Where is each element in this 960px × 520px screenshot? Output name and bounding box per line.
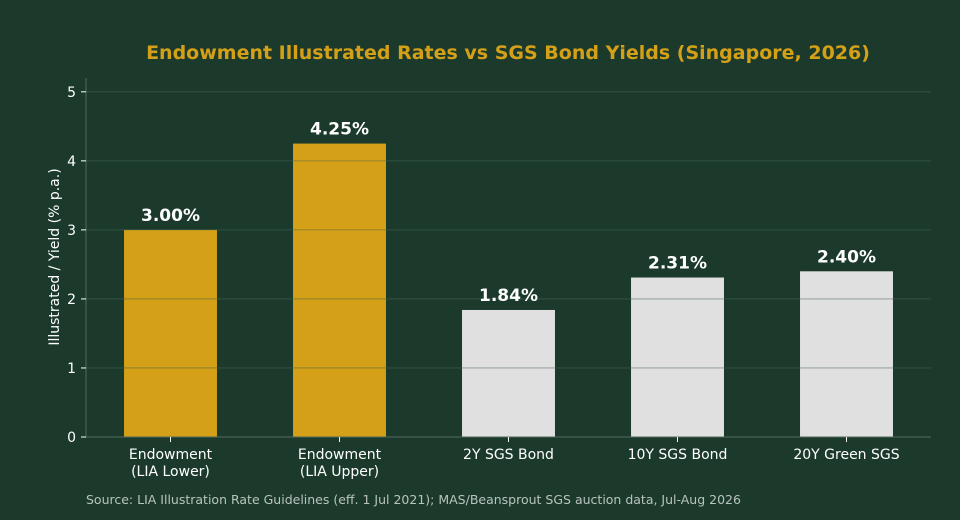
bar-0	[124, 229, 217, 437]
x-tick-label-line: 2Y SGS Bond	[463, 447, 554, 463]
bar-1	[293, 143, 386, 437]
bar-4	[800, 271, 893, 437]
y-tick-label-1: 1	[67, 361, 76, 377]
x-tick-label-1: Endowment (LIA Upper)	[298, 447, 382, 480]
y-tick-label-2: 2	[67, 292, 76, 308]
x-tick-label-line: Endowment	[129, 447, 213, 463]
chart-title: Endowment Illustrated Rates vs SGS Bond …	[146, 42, 870, 64]
value-label-2: 1.84%	[479, 286, 538, 306]
x-tick-label-line: Endowment	[298, 447, 382, 463]
x-tick-label-2: 2Y SGS Bond	[463, 447, 554, 463]
value-label-0: 3.00%	[141, 206, 200, 226]
x-tick-label-4: 20Y Green SGS	[793, 447, 899, 463]
x-tick-label-line: 20Y Green SGS	[793, 447, 899, 463]
x-tick-label-line: (LIA Upper)	[300, 464, 379, 480]
value-label-4: 2.40%	[817, 247, 876, 267]
source-note: Source: LIA Illustration Rate Guidelines…	[86, 492, 741, 507]
y-axis-label: Illustrated / Yield (% p.a.)	[47, 168, 63, 345]
x-tick-label-line: 10Y SGS Bond	[628, 447, 728, 463]
bar-2	[462, 309, 555, 437]
y-tick-label-0: 0	[67, 430, 76, 446]
x-tick-label-0: Endowment (LIA Lower)	[129, 447, 213, 480]
x-tick-label-line: (LIA Lower)	[131, 464, 210, 480]
y-tick-label-5: 5	[67, 85, 76, 101]
value-label-1: 4.25%	[310, 120, 369, 140]
data-labels: 3.00% 4.25% 1.84% 2.31% 2.40%	[141, 120, 876, 306]
y-tick-label-3: 3	[67, 223, 76, 239]
bar-3	[631, 277, 724, 437]
bars	[86, 91, 931, 437]
y-tick-label-4: 4	[67, 154, 76, 170]
value-label-3: 2.31%	[648, 254, 707, 274]
x-tick-label-3: 10Y SGS Bond	[628, 447, 728, 463]
